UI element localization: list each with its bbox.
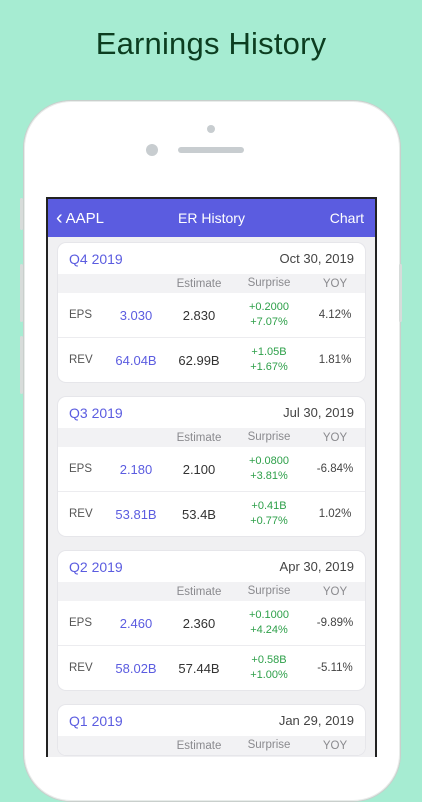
phone-speaker (178, 147, 244, 153)
card-header: Q3 2019 Jul 30, 2019 (58, 397, 365, 428)
surprise-percent: +0.77% (250, 515, 288, 527)
surprise-percent: +1.67% (250, 361, 288, 373)
phone-power-button (399, 264, 402, 322)
column-surprise: Surprise (247, 277, 291, 289)
actual-value: 53.81B (115, 506, 157, 522)
column-estimate: Estimate (176, 431, 222, 444)
phone-screen: ER History ‹ AAPL Chart Q4 2019 Oct 30, … (46, 197, 377, 757)
column-surprise: Surprise (247, 431, 291, 443)
column-estimate: Estimate (176, 585, 222, 598)
surprise-value: +0.0800 +3.81% (233, 454, 305, 484)
earnings-card: Q3 2019 Jul 30, 2019 Estimate Surprise Y… (58, 397, 365, 536)
column-yoy: YOY (322, 585, 348, 598)
yoy-value: 4.12% (318, 309, 352, 321)
eps-row: EPS 3.030 2.830 +0.2000 +7.07% 4.12% (58, 293, 365, 337)
card-header: Q4 2019 Oct 30, 2019 (58, 243, 365, 274)
rev-row: REV 58.02B 57.44B +0.58B +1.00% -5.11% (58, 645, 365, 690)
surprise-value: +1.05B +1.67% (233, 345, 305, 375)
column-yoy: YOY (322, 431, 348, 444)
column-estimate: Estimate (176, 277, 222, 290)
surprise-absolute: +0.1000 (248, 609, 290, 621)
chart-button[interactable]: Chart (329, 210, 364, 226)
column-yoy: YOY (322, 277, 348, 290)
card-header: Q2 2019 Apr 30, 2019 (58, 551, 365, 582)
row-label: REV (69, 662, 93, 674)
actual-value: 58.02B (115, 660, 157, 676)
report-date: Jul 30, 2019 (283, 405, 354, 420)
quarter-label: Q3 2019 (69, 404, 123, 421)
quarter-label: Q4 2019 (69, 250, 123, 267)
report-date: Oct 30, 2019 (279, 251, 354, 266)
page-headline: Earnings History (95, 26, 327, 61)
quarter-label: Q1 2019 (69, 712, 123, 729)
actual-value: 2.180 (119, 461, 153, 477)
surprise-absolute: +0.2000 (248, 301, 290, 313)
row-label: EPS (69, 309, 93, 321)
surprise-percent: +4.24% (250, 624, 288, 636)
column-surprise: Surprise (247, 739, 291, 751)
rev-row: REV 64.04B 62.99B +1.05B +1.67% 1.81% (58, 337, 365, 382)
column-estimate: Estimate (176, 739, 222, 752)
eps-row: EPS 2.180 2.100 +0.0800 +3.81% -6.84% (58, 447, 365, 491)
app-view: ER History ‹ AAPL Chart Q4 2019 Oct 30, … (48, 199, 375, 757)
actual-value: 2.460 (119, 615, 153, 631)
row-label: REV (69, 354, 93, 366)
surprise-absolute: +0.58B (251, 654, 287, 666)
back-button[interactable]: ‹ AAPL (56, 199, 104, 237)
navigation-bar: ER History ‹ AAPL Chart (48, 199, 375, 237)
earnings-card: Q4 2019 Oct 30, 2019 Estimate Surprise Y… (58, 243, 365, 382)
column-surprise: Surprise (247, 585, 291, 597)
estimate-value: 2.830 (182, 307, 216, 323)
estimate-value: 53.4B (182, 506, 216, 522)
surprise-value: +0.41B +0.77% (233, 499, 305, 529)
rev-row: REV 53.81B 53.4B +0.41B +0.77% 1.02% (58, 491, 365, 536)
column-header-row: Estimate Surprise YOY (58, 582, 365, 601)
surprise-absolute: +1.05B (251, 346, 287, 358)
estimate-value: 2.360 (182, 615, 216, 631)
row-label: REV (69, 508, 93, 520)
phone-volume-up (20, 264, 23, 322)
earnings-list[interactable]: Q4 2019 Oct 30, 2019 Estimate Surprise Y… (48, 237, 375, 755)
yoy-value: 1.02% (318, 508, 352, 520)
card-header: Q1 2019 Jan 29, 2019 (58, 705, 365, 736)
row-label: EPS (69, 617, 93, 629)
estimate-value: 57.44B (178, 660, 220, 676)
actual-value: 64.04B (115, 352, 157, 368)
column-header-row: Estimate Surprise YOY (58, 274, 365, 293)
surprise-value: +0.58B +1.00% (233, 653, 305, 683)
surprise-percent: +7.07% (250, 316, 288, 328)
nav-title: ER History (178, 210, 245, 226)
yoy-value: -9.89% (316, 617, 354, 629)
actual-value: 3.030 (119, 307, 153, 323)
surprise-absolute: +0.41B (251, 500, 287, 512)
eps-row: EPS 2.460 2.360 +0.1000 +4.24% -9.89% (58, 601, 365, 645)
surprise-value: +0.2000 +7.07% (233, 300, 305, 330)
column-yoy: YOY (322, 739, 348, 752)
surprise-value: +0.1000 +4.24% (233, 608, 305, 638)
yoy-value: 1.81% (318, 354, 352, 366)
earnings-card: Q2 2019 Apr 30, 2019 Estimate Surprise Y… (58, 551, 365, 690)
row-label: EPS (69, 463, 93, 475)
estimate-value: 62.99B (178, 352, 220, 368)
surprise-absolute: +0.0800 (248, 455, 290, 467)
surprise-percent: +3.81% (250, 470, 288, 482)
chevron-left-icon: ‹ (56, 207, 63, 229)
report-date: Apr 30, 2019 (279, 559, 354, 574)
report-date: Jan 29, 2019 (278, 713, 354, 728)
column-header-row: Estimate Surprise YOY (58, 736, 365, 755)
earnings-card: Q1 2019 Jan 29, 2019 Estimate Surprise Y… (58, 705, 365, 755)
phone-camera (146, 144, 158, 156)
surprise-percent: +1.00% (250, 669, 288, 681)
phone-volume-down (20, 336, 23, 394)
phone-mute-switch (20, 198, 23, 230)
quarter-label: Q2 2019 (69, 558, 123, 575)
yoy-value: -6.84% (316, 463, 354, 475)
estimate-value: 2.100 (182, 461, 216, 477)
yoy-value: -5.11% (317, 662, 353, 674)
phone-sensor (207, 125, 215, 133)
back-button-label: AAPL (65, 209, 105, 227)
column-header-row: Estimate Surprise YOY (58, 428, 365, 447)
